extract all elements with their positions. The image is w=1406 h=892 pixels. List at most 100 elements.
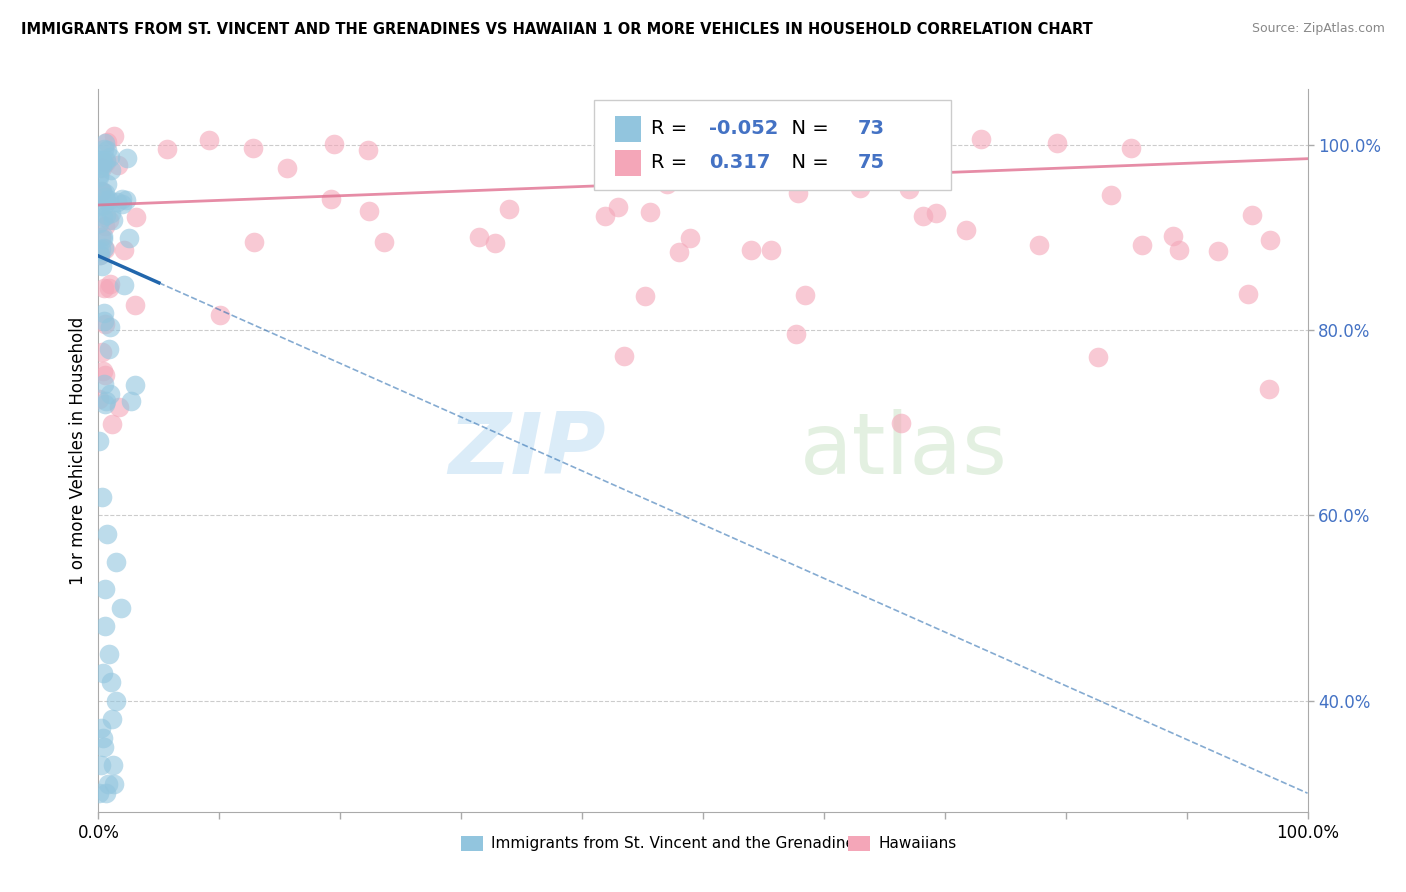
Point [98, 342, 121, 356]
Point [94, 786, 117, 800]
Point [1046, 136, 1069, 150]
Point [98, 281, 121, 295]
Point [97, 777, 120, 791]
Point [498, 202, 520, 216]
Point [100, 206, 122, 220]
Point [90, 490, 112, 504]
Point [90, 758, 112, 772]
Point [319, 193, 342, 207]
Point [96, 135, 118, 149]
Point [115, 194, 138, 208]
Point [276, 161, 298, 175]
Point [668, 244, 690, 259]
Y-axis label: 1 or more Vehicles in Household: 1 or more Vehicles in Household [69, 317, 87, 584]
Point [208, 308, 231, 322]
Point [89, 199, 111, 213]
Point [105, 194, 128, 209]
Point [100, 675, 122, 690]
Point [1130, 237, 1153, 252]
Point [91, 364, 114, 378]
Point [91, 731, 114, 745]
Bar [848, 836, 870, 852]
Point [89, 786, 111, 800]
Text: 73: 73 [858, 120, 884, 138]
Point [91, 232, 114, 246]
Point [606, 200, 628, 214]
Point [87, 168, 110, 182]
Point [101, 212, 124, 227]
Text: R =: R = [651, 120, 693, 138]
Bar [461, 836, 482, 852]
Point [1028, 238, 1050, 252]
FancyBboxPatch shape [595, 100, 950, 190]
Point [94, 368, 117, 383]
Point [613, 349, 636, 363]
Point [90, 722, 112, 736]
Point [94, 393, 117, 408]
Text: 0.317: 0.317 [709, 153, 770, 172]
Point [91, 185, 114, 199]
Point [120, 394, 142, 409]
Point [93, 582, 115, 597]
Text: Hawaiians: Hawaiians [879, 836, 956, 851]
Point [890, 416, 912, 430]
Point [89, 392, 111, 407]
Point [1168, 243, 1191, 257]
Point [107, 158, 129, 172]
Point [924, 206, 946, 220]
Point [124, 298, 146, 312]
Point [94, 186, 117, 200]
Point [87, 244, 110, 258]
Point [97, 213, 120, 227]
Point [105, 555, 128, 569]
Point [242, 140, 264, 154]
Point [484, 236, 506, 251]
Point [98, 319, 121, 334]
Point [91, 210, 114, 224]
Point [759, 243, 782, 257]
Point [93, 314, 115, 328]
Text: Immigrants from St. Vincent and the Grenadines: Immigrants from St. Vincent and the Gren… [492, 836, 863, 851]
Point [467, 229, 489, 244]
Point [970, 132, 993, 146]
Point [101, 758, 124, 772]
Point [91, 259, 114, 273]
Point [94, 619, 117, 633]
Text: N =: N = [779, 153, 835, 172]
Point [105, 693, 128, 707]
Point [655, 177, 678, 191]
Bar [614, 150, 641, 176]
Point [198, 133, 221, 147]
Point [323, 136, 346, 151]
Point [605, 157, 627, 171]
Point [1208, 244, 1230, 258]
Point [897, 182, 920, 196]
Point [91, 184, 114, 198]
Point [89, 216, 111, 230]
Point [97, 647, 120, 661]
Point [634, 289, 657, 303]
Point [90, 161, 112, 175]
Point [96, 526, 118, 541]
Point [94, 219, 117, 234]
Point [101, 712, 124, 726]
Point [727, 130, 749, 145]
Point [89, 169, 111, 184]
Point [103, 777, 125, 791]
Point [1258, 233, 1281, 247]
Point [100, 150, 122, 164]
Point [90, 229, 112, 244]
Point [740, 243, 762, 257]
Point [117, 151, 139, 165]
Point [94, 193, 117, 207]
Point [700, 171, 723, 186]
Point [94, 317, 117, 331]
Point [359, 204, 381, 219]
Point [373, 235, 395, 249]
Point [849, 181, 872, 195]
Point [93, 377, 115, 392]
Point [93, 155, 115, 169]
Point [1119, 141, 1142, 155]
Point [112, 244, 135, 258]
Text: ZIP: ZIP [449, 409, 606, 492]
